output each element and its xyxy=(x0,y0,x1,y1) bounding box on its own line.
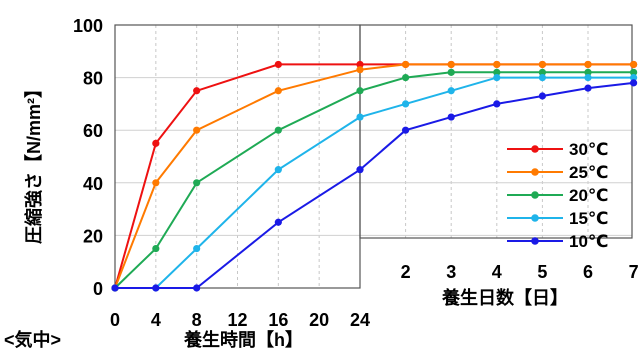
y-tick-label: 100 xyxy=(73,16,103,36)
data-point-2 xyxy=(274,126,282,134)
data-point-2 xyxy=(402,74,410,82)
data-point-4 xyxy=(493,100,501,108)
x-tick-label-hours: 4 xyxy=(151,310,161,330)
panel-label-air: <気中> xyxy=(4,329,61,350)
legend-swatch-marker xyxy=(531,191,539,199)
data-point-2 xyxy=(493,68,501,76)
x-axis-label-days: 養生日数【日】 xyxy=(441,287,568,308)
legend-swatch-marker xyxy=(531,237,539,245)
x-tick-label-hours: 16 xyxy=(268,310,288,330)
data-point-3 xyxy=(274,166,282,174)
data-point-3 xyxy=(402,100,410,108)
data-point-2 xyxy=(193,179,201,187)
data-point-2 xyxy=(584,68,592,76)
legend-swatch-marker xyxy=(531,168,539,176)
x-tick-label-days: 3 xyxy=(446,262,456,282)
data-point-2 xyxy=(630,68,638,76)
x-tick-label-hours: 20 xyxy=(309,310,329,330)
x-tick-label-days: 7 xyxy=(629,262,638,282)
x-tick-label-days: 2 xyxy=(401,262,411,282)
data-point-4 xyxy=(538,92,547,100)
data-point-1 xyxy=(538,60,547,69)
data-point-1 xyxy=(402,60,410,69)
data-point-2 xyxy=(356,87,364,95)
data-point-3 xyxy=(193,244,201,253)
x-tick-label-days: 6 xyxy=(583,262,593,282)
legend-label: 25℃ xyxy=(569,163,609,182)
data-point-1 xyxy=(584,60,592,69)
legend-label: 20℃ xyxy=(569,186,609,205)
x-tick-label-hours: 24 xyxy=(350,310,370,330)
data-point-0 xyxy=(356,60,364,69)
data-point-4 xyxy=(402,126,410,134)
data-point-4 xyxy=(447,113,455,121)
data-point-4 xyxy=(152,284,160,292)
data-point-0 xyxy=(152,139,160,147)
series-line-0 xyxy=(114,63,634,289)
series-line-1 xyxy=(114,63,634,289)
data-point-3 xyxy=(493,74,501,82)
x-tick-label-hours: 12 xyxy=(227,310,247,330)
x-tick-label-hours: 8 xyxy=(192,310,202,330)
data-point-3 xyxy=(447,87,455,95)
data-point-0 xyxy=(193,87,201,95)
legend-label: 30℃ xyxy=(569,140,609,159)
data-point-1 xyxy=(630,60,638,69)
data-point-3 xyxy=(584,74,592,82)
tick-labels: 0 20 40 60 80 100 0 4 8 12 16 20 24 2 3 4 5 6 7 xyxy=(73,16,638,330)
data-point-1 xyxy=(493,60,501,69)
x-tick-label-days: 4 xyxy=(492,262,502,282)
data-point-4 xyxy=(274,218,282,226)
series-line-2 xyxy=(114,71,634,289)
data-point-1 xyxy=(274,87,282,95)
data-point-2 xyxy=(447,68,455,76)
data-point-1 xyxy=(447,60,455,69)
data-point-3 xyxy=(356,113,364,121)
data-point-1 xyxy=(152,179,160,187)
series-layer xyxy=(111,60,638,292)
data-point-4 xyxy=(111,284,119,292)
y-tick-label: 20 xyxy=(83,226,103,246)
legend: 30℃ 25℃ 20℃ 15℃ 10℃ xyxy=(507,140,609,251)
y-tick-label: 0 xyxy=(93,279,103,299)
data-point-0 xyxy=(274,60,282,69)
y-tick-label: 80 xyxy=(83,69,103,89)
plot-frames xyxy=(114,24,633,289)
data-point-1 xyxy=(193,126,201,134)
data-point-2 xyxy=(152,244,160,253)
x-tick-label-days: 5 xyxy=(537,262,547,282)
data-point-3 xyxy=(538,74,547,82)
data-point-4 xyxy=(193,284,201,292)
y-tick-label: 60 xyxy=(83,121,103,141)
legend-label: 15℃ xyxy=(569,209,609,228)
y-axis-label: 圧縮強さ【N/mm²】 xyxy=(23,80,44,244)
data-point-4 xyxy=(584,84,592,92)
data-point-3 xyxy=(630,74,638,82)
y-tick-label: 40 xyxy=(83,174,103,194)
x-axis-label-hours: 養生時間【h】 xyxy=(183,329,303,350)
data-point-4 xyxy=(356,166,364,174)
legend-label: 10℃ xyxy=(569,232,609,251)
legend-swatch-marker xyxy=(531,145,539,153)
data-point-4 xyxy=(630,79,638,87)
legend-swatch-marker xyxy=(531,214,539,222)
data-point-2 xyxy=(538,68,547,76)
x-tick-label-hours: 0 xyxy=(110,310,120,330)
data-point-1 xyxy=(356,66,364,74)
days-plot-frame xyxy=(359,24,633,239)
